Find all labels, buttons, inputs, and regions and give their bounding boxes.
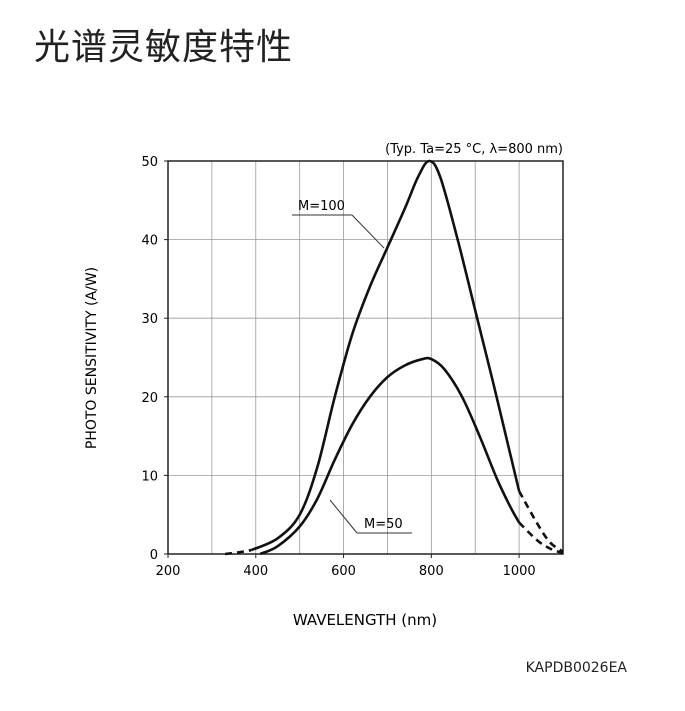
curve-m100-solid [250,159,521,552]
curves [224,159,564,556]
x-tick-label: 1000 [503,564,536,579]
plot-frame [167,160,564,555]
y-tick-label: 30 [141,312,158,327]
y-axis-label: PHOTO SENSITIVITY (A/W) [84,267,100,449]
y-tick-label: 50 [141,155,158,170]
curve-annotations: M=100 M=50 [292,199,412,534]
x-tick-label: 600 [331,564,356,579]
curve-m50-dashed-end [518,521,564,555]
curve-m100-dashed-end [517,490,564,553]
page-title: 光谱灵敏度特性 [34,27,294,68]
y-tick-label: 0 [150,548,158,563]
y-tick-label: 20 [141,391,158,406]
y-tick-label: 10 [141,469,158,484]
x-tick-label: 400 [243,564,268,579]
x-tick-label: 800 [419,564,444,579]
x-tick-label: 200 [156,564,181,579]
axis-ticks: 200 400 600 800 1000 0 10 20 30 40 50 [141,155,535,579]
y-tick-label: 40 [141,234,158,249]
annotation-m100: M=100 [298,199,345,214]
curve-m50-solid [259,356,521,556]
annotation-m50: M=50 [364,517,403,532]
x-axis-label: WAVELENGTH (nm) [293,611,437,629]
annotation-m50-leader [329,499,358,534]
curve-m100-dashed-start [224,548,252,556]
annotation-m100-leader [351,214,385,249]
figure-code: KAPDB0026EA [525,660,627,676]
condition-label: (Typ. Ta=25 °C, λ=800 nm) [385,142,563,157]
